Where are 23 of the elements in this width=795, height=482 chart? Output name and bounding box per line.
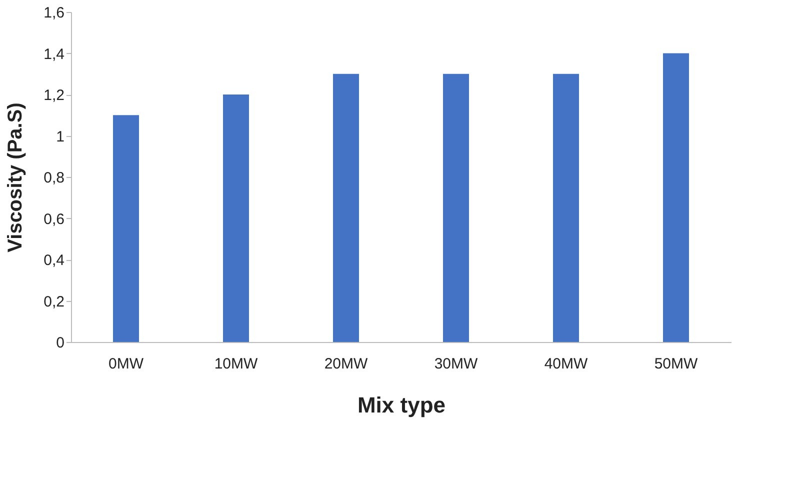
y-tick-label: 1 [56,128,64,146]
bar [663,53,689,342]
bar [113,115,139,342]
x-tick-label: 10MW [214,356,259,372]
bar [553,74,579,342]
y-tick-label: 1,4 [44,46,64,63]
y-tick-label: 0,4 [44,252,64,269]
bar [443,74,469,342]
y-tick-label: 1,6 [44,4,64,22]
bar [223,94,249,342]
y-axis-title: Viscosity (Pa.S) [4,102,27,252]
y-tick-label: 1,2 [44,87,64,104]
y-tick-label: 0,8 [44,170,64,186]
x-tick-label: 0MW [108,356,144,372]
x-axis-title: Mix type [357,392,446,418]
x-tick-label: 50MW [654,356,699,372]
x-tick-label: 40MW [544,356,589,372]
x-tick-label: 20MW [324,356,369,372]
y-tick-label: 0 [56,334,64,352]
bar [333,74,359,342]
y-tick-label: 0,2 [44,293,64,310]
x-tick-label: 30MW [434,356,479,372]
y-tick-label: 0,6 [44,210,64,228]
